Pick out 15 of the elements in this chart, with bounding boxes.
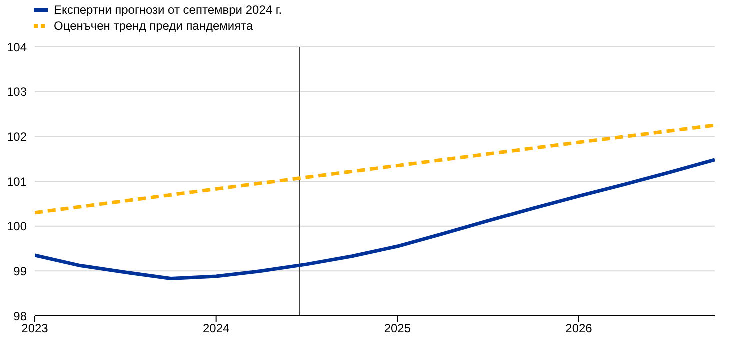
y-tick-label: 100: [6, 220, 28, 234]
y-tick-label: 102: [6, 130, 28, 144]
legend-label: Експертни прогнози от септември 2024 г.: [54, 3, 282, 17]
line-series: [35, 158, 715, 281]
y-tick-label: 101: [6, 174, 28, 189]
x-tick-label: 2025: [384, 322, 412, 336]
y-tick-label: 103: [6, 85, 28, 100]
y-tick-label: 98: [14, 309, 28, 324]
x-tick-label: 2024: [202, 322, 230, 336]
line-series: [35, 124, 715, 215]
y-tick-label: 99: [14, 264, 28, 278]
legend-label: Оценъчен тренд преди пандемията: [54, 19, 254, 33]
x-tick-label: 2026: [566, 322, 593, 336]
y-tick-label: 104: [6, 40, 28, 54]
x-tick-label: 2023: [22, 322, 49, 336]
